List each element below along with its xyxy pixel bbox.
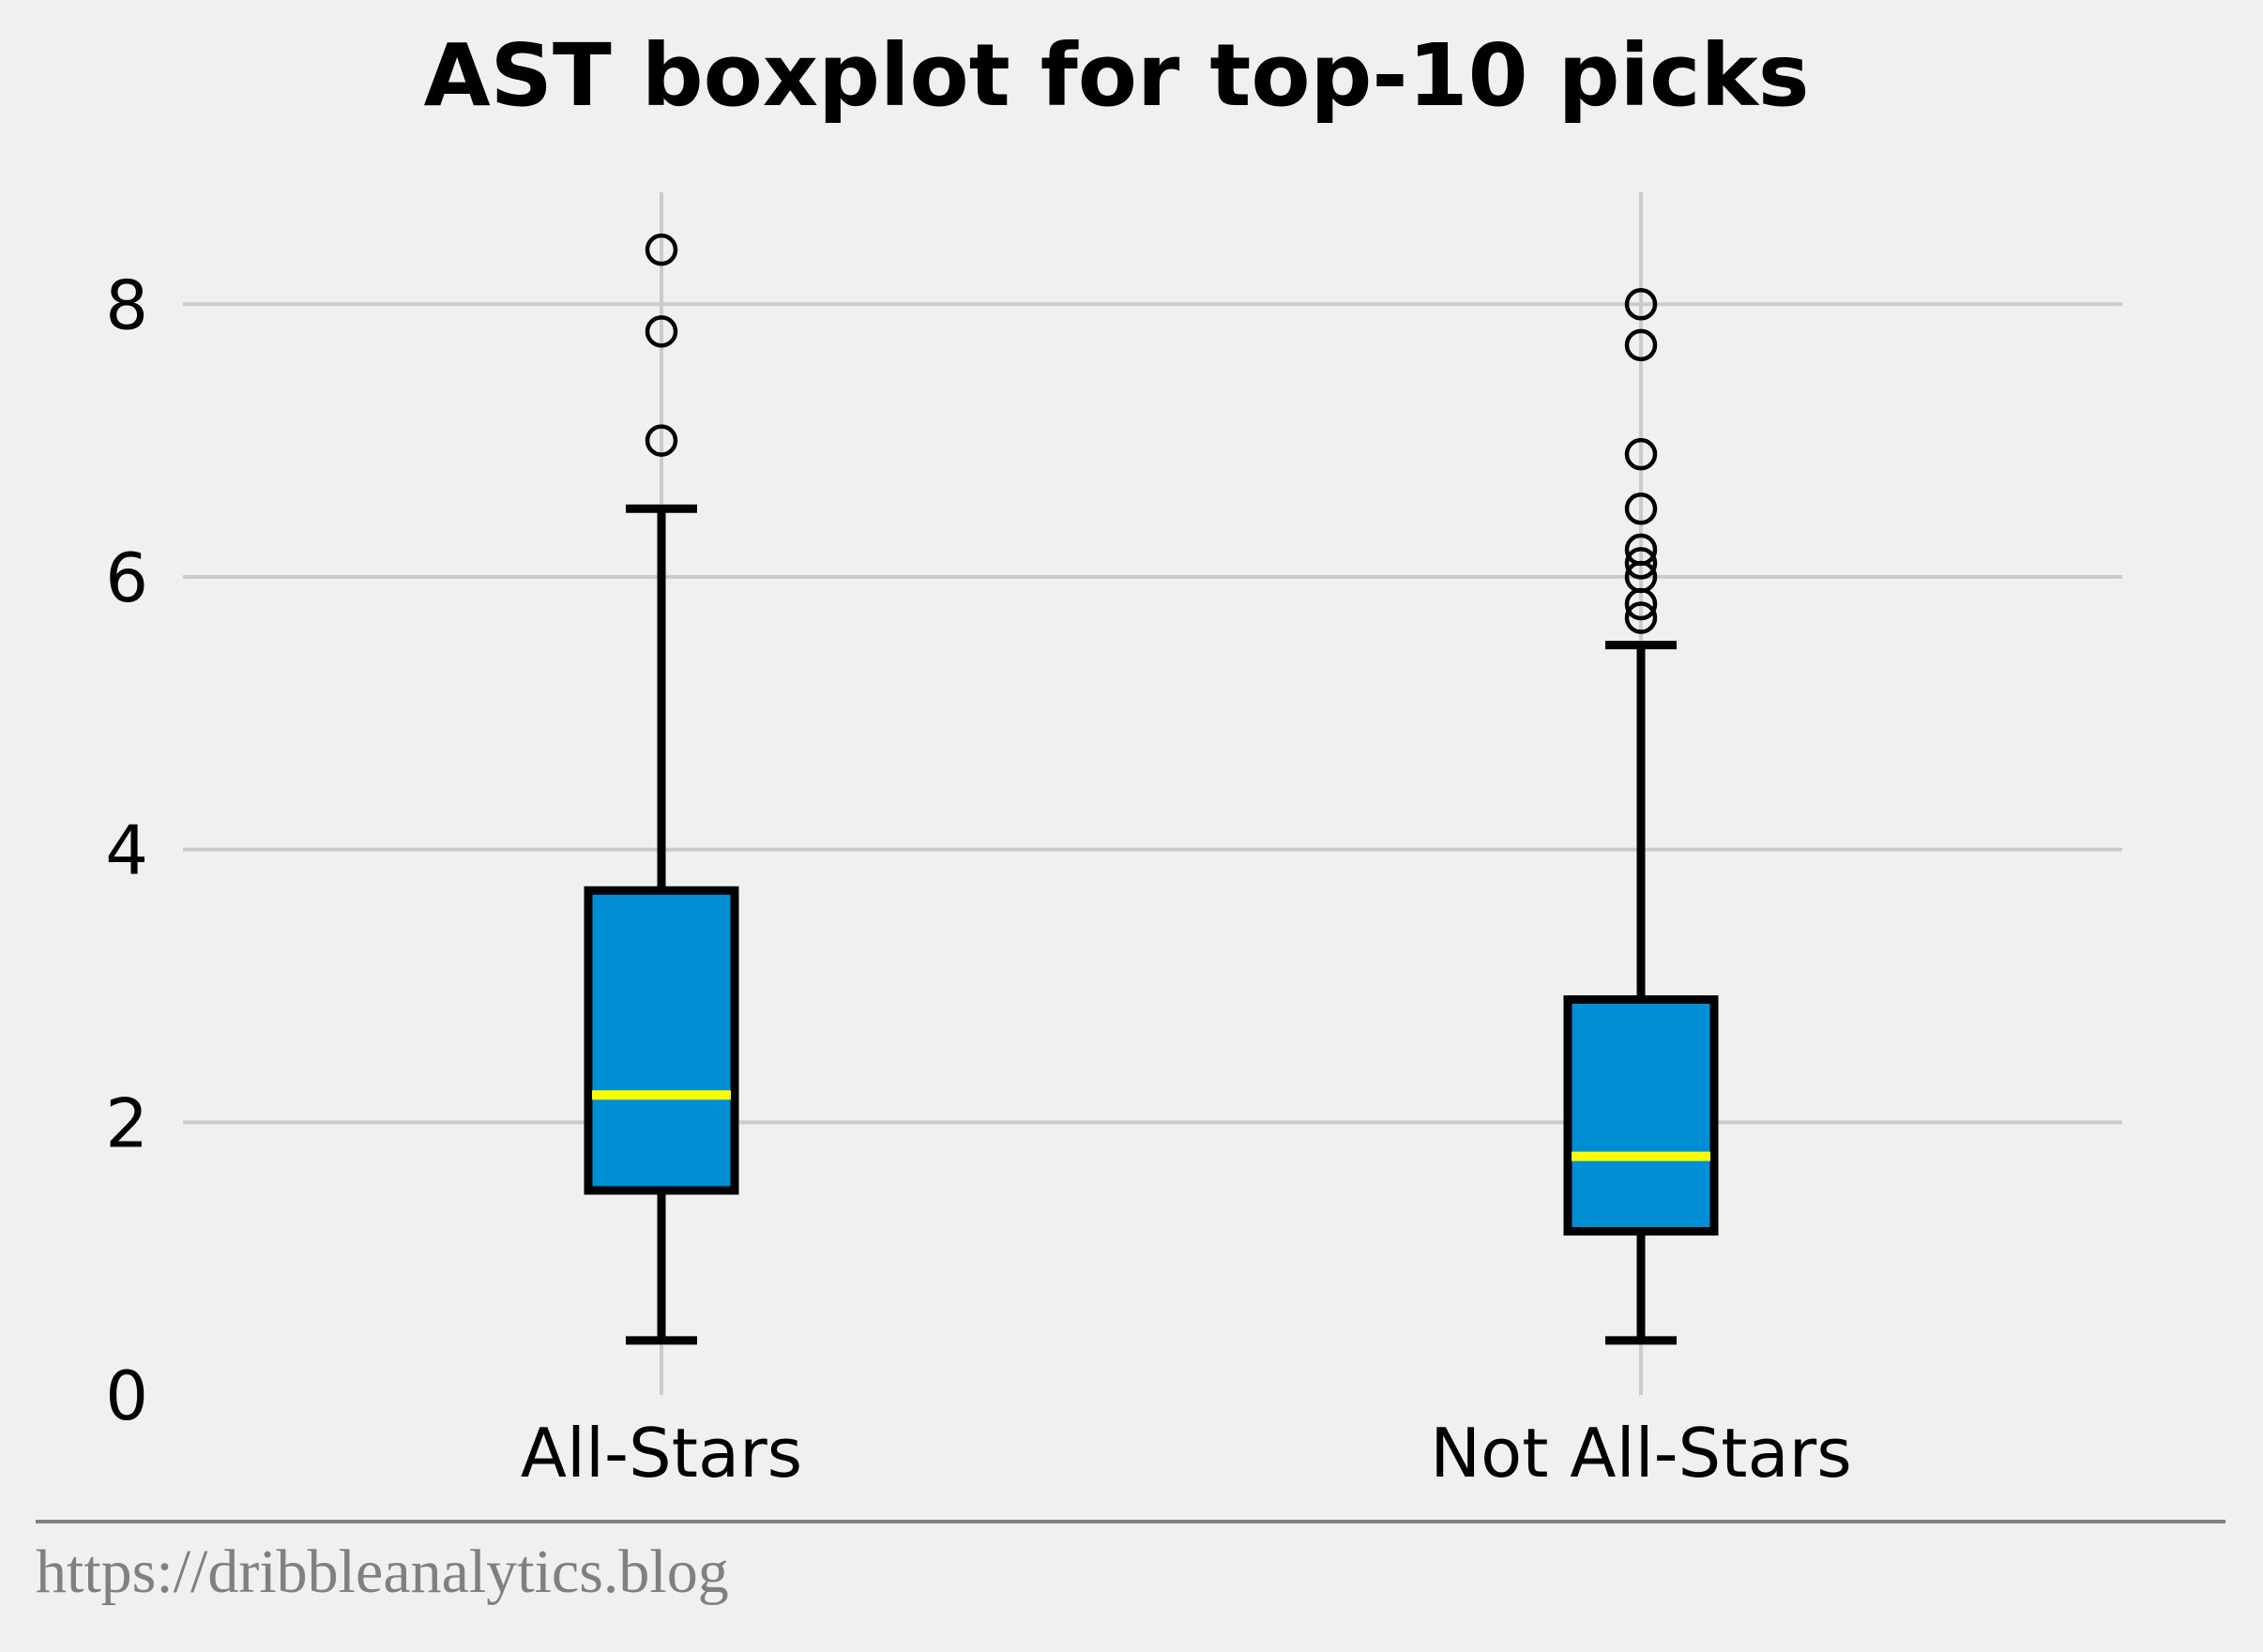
iqr-box-not-all-stars bbox=[1563, 995, 1719, 1236]
y-tick-label-0: 0 bbox=[105, 1356, 148, 1435]
outlier-point-all-stars-1 bbox=[645, 315, 678, 348]
y-axis-tick-labels: 0 2 4 6 8 bbox=[105, 265, 148, 1435]
y-tick-label-4: 4 bbox=[105, 811, 148, 890]
outlier-point-all-stars-0 bbox=[645, 424, 678, 457]
chart-title: AST boxplot for top-10 picks bbox=[423, 25, 1809, 126]
y-tick-label-6: 6 bbox=[105, 538, 148, 617]
iqr-box-all-stars bbox=[584, 886, 739, 1195]
footer-divider bbox=[36, 1520, 2225, 1523]
outlier-point-not-all-stars-6 bbox=[1624, 437, 1658, 471]
x-tick-label-not-all-stars: Not All-Stars bbox=[1430, 1414, 1851, 1493]
source-credit: https://dribbleanalytics.blog bbox=[36, 1538, 729, 1606]
boxes-group bbox=[584, 233, 1719, 1345]
box-not-all-stars bbox=[1563, 288, 1719, 1345]
x-tick-label-all-stars: All-Stars bbox=[521, 1414, 802, 1493]
outlier-point-not-all-stars-0 bbox=[1624, 601, 1658, 634]
x-axis-tick-labels: All-Stars Not All-Stars bbox=[521, 1414, 1852, 1493]
outlier-point-not-all-stars-4 bbox=[1624, 533, 1658, 567]
outlier-point-not-all-stars-7 bbox=[1624, 328, 1658, 362]
outlier-point-not-all-stars-5 bbox=[1624, 493, 1658, 525]
grid-lines bbox=[183, 192, 2122, 1395]
y-tick-label-2: 2 bbox=[105, 1084, 148, 1162]
box-all-stars bbox=[584, 233, 739, 1345]
y-tick-label-8: 8 bbox=[105, 265, 148, 344]
outlier-point-all-stars-2 bbox=[645, 233, 678, 266]
outlier-point-not-all-stars-8 bbox=[1624, 288, 1658, 321]
outlier-point-not-all-stars-3 bbox=[1624, 547, 1658, 580]
